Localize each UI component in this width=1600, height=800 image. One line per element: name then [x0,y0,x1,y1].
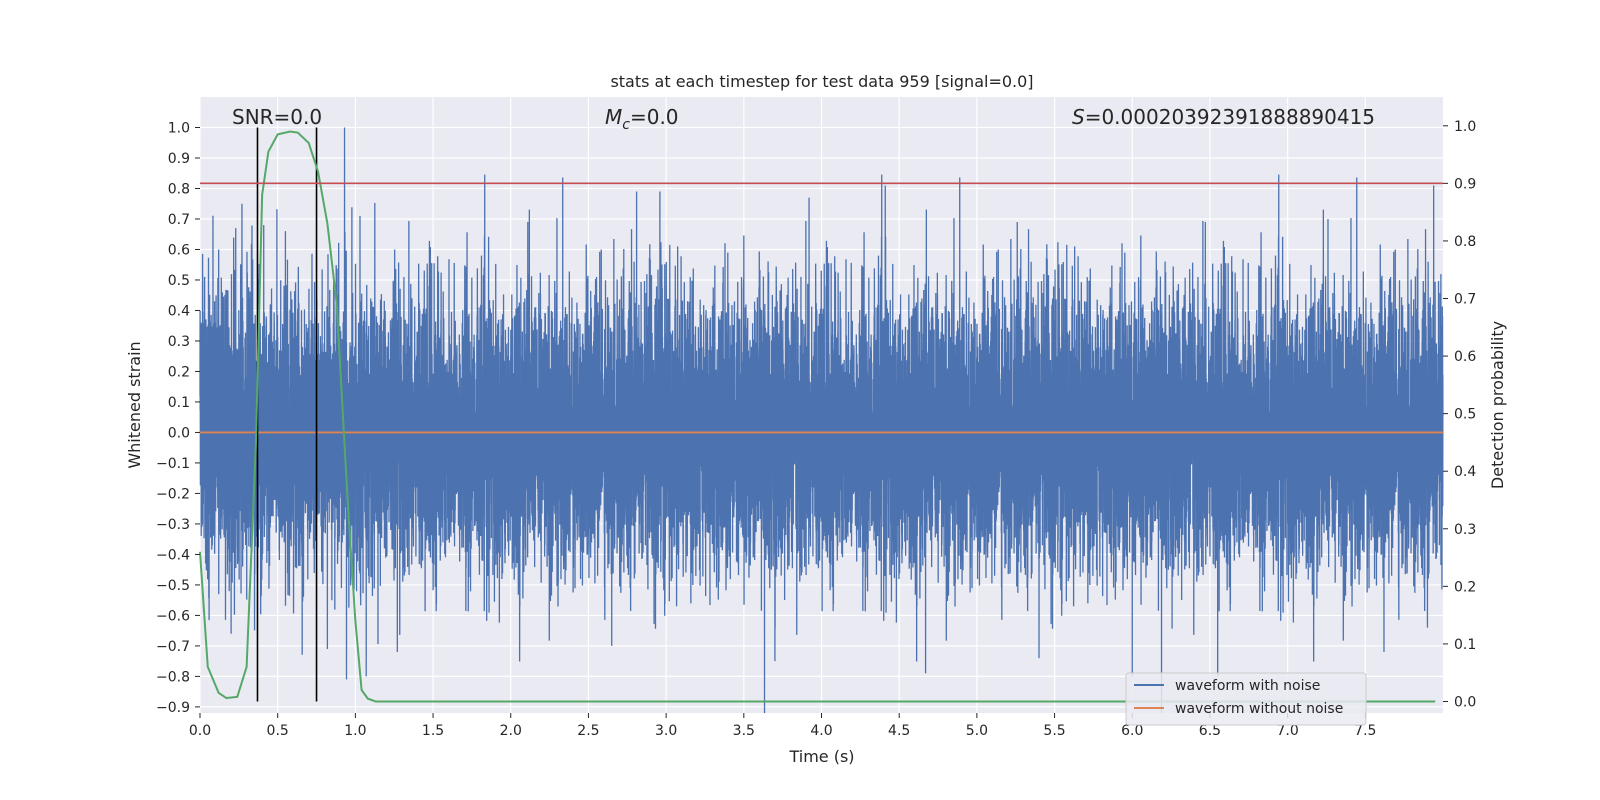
x-tick-label: 3.5 [733,723,755,739]
y2-axis-label: Detection probability [1488,321,1507,489]
y2-tick-label: 0.3 [1454,522,1476,538]
y2-tick-label: 0.2 [1454,579,1476,595]
legend-label-clean: waveform without noise [1175,701,1343,717]
y-tick-label: −0.4 [156,547,190,563]
series-detection-probability [199,130,1436,703]
y-tick-label: −0.1 [156,456,190,472]
x-tick-label: 6.0 [1121,723,1143,739]
x-tick-label: 1.5 [422,723,444,739]
x-tick-label: 4.0 [810,723,832,739]
x-tick-label: 2.5 [577,723,599,739]
significance-symbol: S [1072,105,1085,129]
x-axis-label: Time (s) [788,747,854,766]
significance-value: =0.00020392391888890415 [1085,105,1375,129]
y2-tick-label: 0.1 [1454,637,1476,653]
y-axis-ticks: 1.0 0.9 0.8 0.7 0.6 0.5 0.4 0.3 0.2 0.1 0.0 −0.1 −0.… [156,120,200,716]
y-tick-label: −0.8 [156,669,190,685]
y2-tick-label: 0.4 [1454,464,1476,480]
y-tick-label: −0.9 [156,700,190,716]
chirp-mass-subscript: c [622,117,630,133]
noisy-waveform-line [199,127,1444,714]
significance-annotation: S=0.00020392391888890415 [1072,105,1375,129]
chart-title: stats at each timestep for test data 959… [610,72,1033,91]
y2-tick-label: 0.8 [1454,234,1476,250]
snr-annotation: SNR=0.0 [232,105,322,129]
y-tick-label: 0.5 [168,273,190,289]
y-axis-label: Whitened strain [125,341,144,468]
x-tick-label: 5.5 [1043,723,1065,739]
x-tick-label: 5.0 [966,723,988,739]
x-tick-label: 7.0 [1276,723,1298,739]
y-tick-label: 0.3 [168,334,190,350]
x-tick-label: 7.5 [1354,723,1376,739]
chirp-mass-symbol: M [605,105,622,129]
x-tick-label: 2.0 [500,723,522,739]
y-tick-label: 0.0 [168,425,190,441]
y2-tick-label: 0.6 [1454,349,1476,365]
y2-tick-label: 0.5 [1454,407,1476,423]
x-tick-label: 0.0 [189,723,211,739]
y-tick-label: −0.6 [156,608,190,624]
y2-tick-label: 1.0 [1454,119,1476,135]
y-tick-label: 1.0 [168,120,190,136]
probability-line [199,130,1436,703]
x-axis-ticks: 0.0 0.5 1.0 1.5 2.0 2.5 3.0 3.5 4.0 4.5 5.0 5.5 6.0 6… [189,713,1376,739]
y-tick-label: 0.4 [168,303,190,319]
legend-box [1125,672,1367,726]
y-tick-label: 0.8 [168,181,190,197]
x-tick-label: 1.0 [344,723,366,739]
chirp-mass-annotation: Mc=0.0 [605,105,679,133]
y-tick-label: −0.3 [156,517,190,533]
y-tick-label: −0.5 [156,578,190,594]
x-tick-label: 0.5 [267,723,289,739]
legend-label-noise: waveform with noise [1175,678,1320,694]
chirp-mass-value: =0.0 [630,105,679,129]
y-tick-label: 0.6 [168,242,190,258]
y-tick-label: 0.7 [168,212,190,228]
x-tick-label: 4.5 [888,723,910,739]
y-tick-label: −0.7 [156,639,190,655]
y2-tick-label: 0.0 [1454,694,1476,710]
y-tick-label: 0.9 [168,151,190,167]
x-tick-label: 6.5 [1199,723,1221,739]
y2-tick-label: 0.9 [1454,176,1476,192]
series-waveform-with-noise [199,127,1444,714]
x-tick-label: 3.0 [655,723,677,739]
y-tick-label: −0.2 [156,486,190,502]
y2-axis-ticks: 1.0 0.9 0.8 0.7 0.6 0.5 0.4 0.3 0.2 0.1 0.0 [1443,119,1476,710]
y-tick-label: 0.1 [168,395,190,411]
y-tick-label: 0.2 [168,364,190,380]
y2-tick-label: 0.7 [1454,291,1476,307]
legend: waveform with noise waveform without noi… [1125,672,1367,726]
